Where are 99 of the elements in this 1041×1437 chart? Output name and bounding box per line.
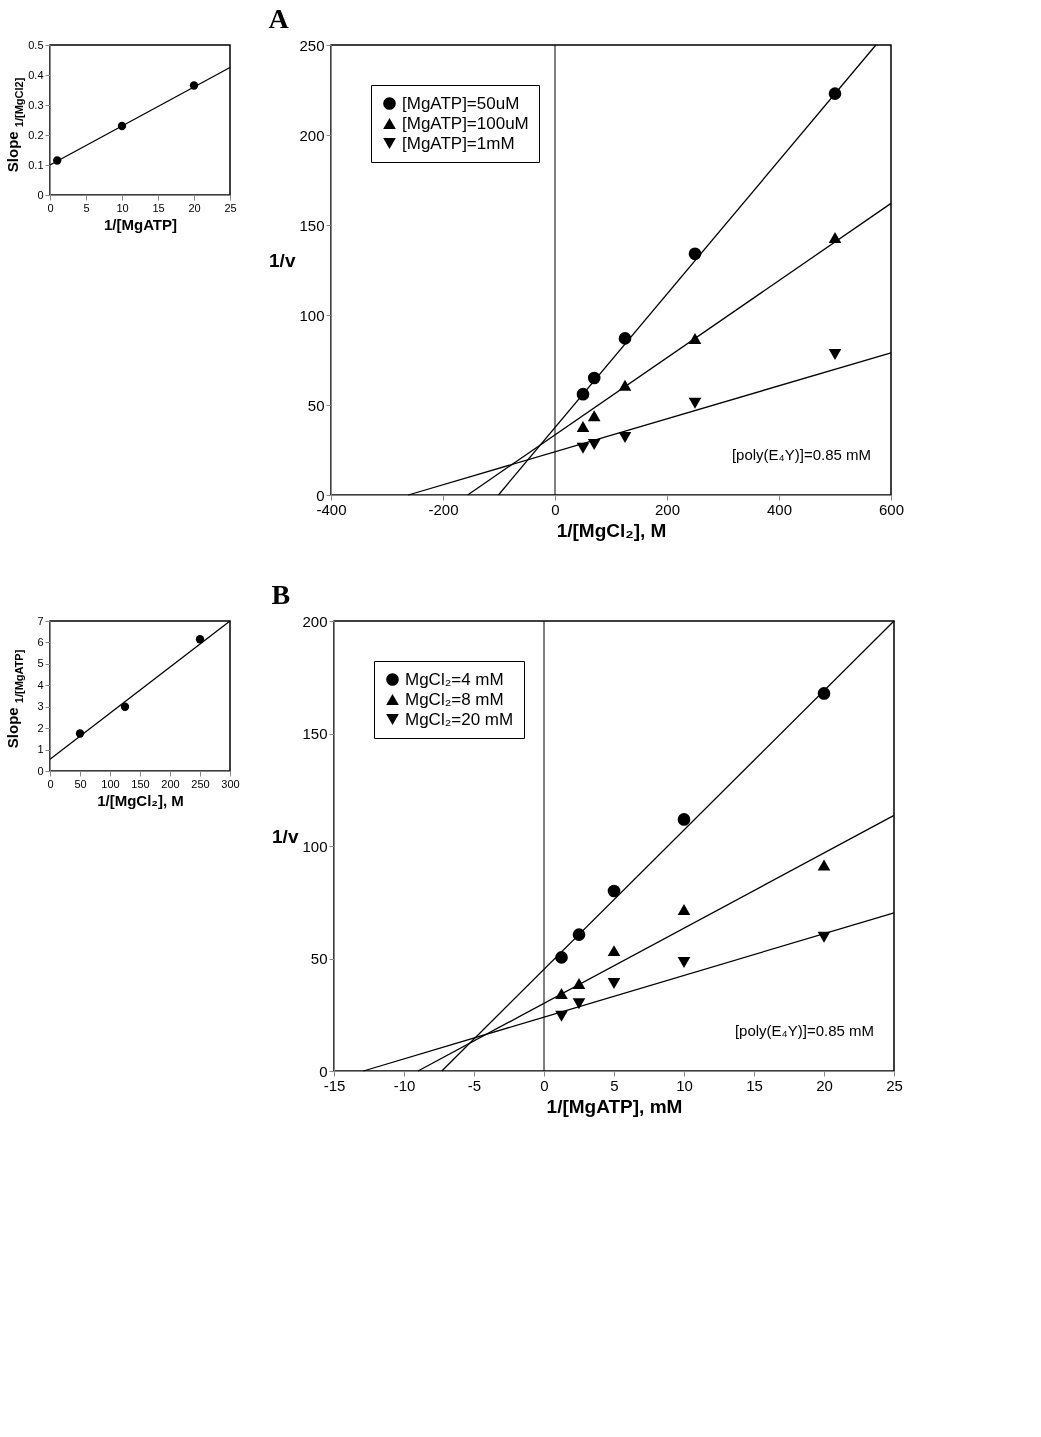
point	[572, 998, 586, 1010]
y-tick-label: 0.3	[28, 98, 44, 111]
y-axis-title: 1/v	[269, 249, 296, 271]
point	[555, 951, 568, 964]
x-tick-label: -10	[393, 1076, 416, 1094]
x-tick-label: 20	[188, 201, 201, 214]
y-tick-label: 50	[310, 950, 328, 967]
y-tick-label: 1	[37, 743, 44, 756]
point	[828, 232, 842, 244]
x-tick-label: 0	[47, 201, 54, 214]
point	[618, 431, 632, 443]
y-tick-label: 0	[37, 188, 44, 201]
y-tick-label: 4	[37, 678, 44, 691]
x-tick-label: 0	[47, 777, 54, 790]
y-tick-label: 200	[299, 126, 325, 144]
x-tick-label: -5	[467, 1076, 482, 1094]
y-tick-label: 150	[299, 216, 325, 234]
x-tick-label: 15	[746, 1076, 763, 1094]
x-tick-label: 0	[540, 1076, 549, 1094]
y-tick-label: 0	[37, 764, 44, 777]
x-tick-label: 10	[116, 201, 129, 214]
point	[576, 421, 590, 433]
chart-title: A	[268, 3, 290, 34]
x-tick-label: 10	[676, 1076, 693, 1094]
y-axis-title: 1/v	[272, 825, 299, 847]
point	[677, 903, 691, 915]
point	[587, 410, 601, 422]
x-tick-label: 150	[131, 777, 150, 790]
annotation: [poly(E₄Y)]=0.85 mM	[734, 1022, 874, 1039]
chart-title: B	[271, 579, 291, 610]
y-tick-label: 100	[302, 837, 328, 855]
y-tick-label: 0.2	[28, 128, 44, 141]
x-tick-label: 600	[878, 500, 905, 518]
point	[688, 247, 702, 261]
point	[677, 813, 691, 826]
x-tick-label: 400	[766, 500, 793, 518]
y-tick-label: 250	[299, 36, 325, 54]
y-tick-label: 3	[37, 700, 44, 713]
point	[817, 859, 831, 871]
x-tick-label: 0	[551, 500, 560, 518]
point	[607, 945, 621, 957]
point	[607, 978, 621, 989]
x-tick-label: 250	[191, 777, 210, 790]
x-tick-label: 20	[816, 1076, 833, 1094]
point	[120, 702, 130, 711]
x-tick-label: 300	[221, 777, 240, 790]
x-tick-label: 15	[152, 201, 165, 214]
y-axis-title: Slope1/[MgATP]	[4, 649, 25, 749]
x-tick-label: 25	[224, 201, 237, 214]
legend-label: MgCl₂=20 mM	[405, 709, 514, 729]
x-tick-label: -200	[428, 500, 459, 518]
y-tick-label: 150	[302, 725, 328, 742]
point	[688, 397, 702, 409]
point	[572, 978, 586, 989]
x-axis-title: 1/[MgCl₂], M	[97, 791, 184, 809]
x-axis-title: 1/[MgCl₂], M	[556, 519, 667, 541]
point	[817, 687, 831, 700]
y-tick-label: 100	[299, 306, 325, 324]
x-axis-title: 1/[MgATP]	[103, 215, 178, 233]
y-tick-label: 5	[37, 657, 44, 670]
legend-label: [MgATP]=50uM	[402, 93, 520, 113]
y-axis-title: Slope1/[MgCl2]	[4, 77, 25, 173]
legend-label: [MgATP]=1mM	[402, 133, 515, 153]
y-tick-label: 2	[37, 721, 44, 734]
point	[555, 1010, 568, 1022]
x-tick-label: 200	[654, 500, 681, 518]
legend-label: MgCl₂=8 mM	[405, 689, 504, 709]
point	[618, 379, 632, 391]
point	[817, 931, 831, 943]
x-tick-label: 5	[83, 201, 90, 214]
point	[828, 349, 842, 361]
y-tick-label: 0.5	[28, 38, 44, 51]
y-tick-label: 200	[302, 612, 328, 630]
point	[618, 332, 632, 345]
point	[607, 884, 621, 898]
annotation: [poly(E₄Y)]=0.85 mM	[731, 446, 871, 463]
x-tick-label: 25	[886, 1076, 903, 1094]
y-tick-label: 0.4	[28, 68, 44, 81]
x-tick-label: 50	[74, 777, 87, 790]
y-tick-label: 7	[37, 614, 44, 627]
x-tick-label: 200	[161, 777, 180, 790]
point	[572, 928, 586, 941]
point	[195, 635, 205, 644]
legend-label: [MgATP]=100uM	[402, 113, 529, 133]
point	[677, 957, 691, 969]
y-tick-label: 0.1	[28, 158, 44, 171]
point	[555, 988, 568, 1000]
point	[587, 371, 601, 385]
point	[576, 442, 590, 454]
legend-label: MgCl₂=4 mM	[405, 669, 504, 689]
y-tick-label: 50	[307, 396, 325, 414]
y-tick-label: 6	[37, 635, 44, 648]
x-axis-title: 1/[MgATP], mM	[546, 1095, 683, 1117]
point	[587, 439, 601, 451]
point	[688, 332, 702, 344]
x-tick-label: 5	[610, 1076, 619, 1094]
point	[576, 387, 590, 401]
x-tick-label: 100	[101, 777, 120, 790]
point	[828, 87, 842, 100]
